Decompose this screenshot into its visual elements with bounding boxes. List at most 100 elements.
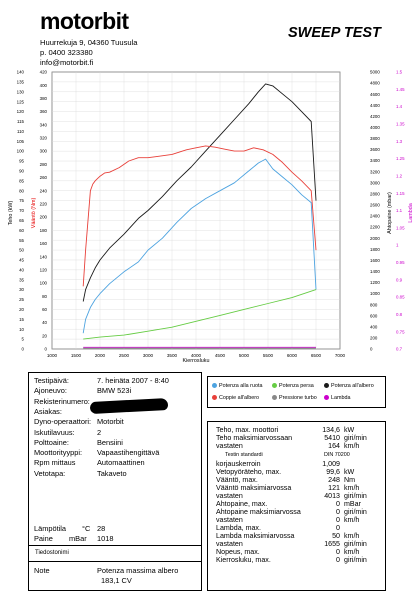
result-unit: km/h: [344, 548, 360, 556]
vaanto-tick-label: 40: [42, 320, 47, 325]
result-label: Lambda maksimiarvossa: [216, 532, 295, 540]
lambda-tick-label: 1.5: [396, 70, 403, 75]
temperature-unit: °C: [82, 524, 91, 533]
axis-label-vaanto: Vääntö (Nm): [31, 198, 37, 229]
result-value: 121: [328, 484, 340, 492]
lambda-tick-label: 1.3: [396, 139, 403, 144]
vaanto-tick-label: 420: [40, 70, 48, 75]
x-tick-label: 2000: [95, 353, 106, 358]
lambda-tick-label: 0.8: [396, 312, 403, 317]
email-line: info@motorbit.fi: [40, 58, 94, 67]
info-label: Ajoneuvo:: [34, 386, 67, 396]
result-label: Ahtopaine maksimiarvossa: [216, 508, 301, 516]
teho-tick-label: 75: [19, 198, 24, 203]
vaanto-tick-label: 320: [40, 136, 48, 141]
ahtopaine-tick-label: 3000: [370, 180, 380, 185]
lambda-tick-label: 1: [396, 243, 399, 248]
teho-tick-label: 55: [19, 238, 24, 243]
standard-label: Testin standardi: [225, 452, 263, 458]
result-label: Vääntö, max.: [216, 476, 258, 484]
axis-label-teho: Teho (kW): [8, 201, 14, 226]
vaanto-tick-label: 120: [40, 267, 48, 272]
result-value: 0: [336, 500, 340, 508]
x-tick-label: 5500: [263, 353, 274, 358]
pressure-label: Paine: [34, 534, 53, 543]
ahtopaine-tick-label: 400: [370, 324, 378, 329]
page-title: SWEEP TEST: [288, 25, 381, 41]
teho-tick-label: 135: [17, 79, 25, 84]
lambda-tick-label: 1.25: [396, 156, 405, 161]
phone-line: p. 0400 323380: [40, 48, 93, 57]
vaanto-tick-label: 340: [40, 122, 48, 127]
info-label: Moottorityyppi:: [34, 448, 83, 458]
legend-swatch: [324, 383, 329, 389]
info-label: Testipäivä:: [34, 376, 69, 385]
vaanto-tick-label: 280: [40, 162, 48, 167]
result-value: 134,6: [322, 426, 340, 434]
result-unit: km/h: [344, 532, 360, 540]
info-value: BMW 523i: [97, 386, 132, 396]
result-label: vastaten: [216, 492, 243, 500]
teho-tick-label: 15: [19, 317, 24, 322]
axis-label-x: Kierrosluku: [183, 358, 210, 364]
info-label: Rekisterinumero:: [34, 396, 90, 406]
result-value: 1,009: [322, 460, 340, 468]
result-unit: kW: [344, 426, 355, 434]
ahtopaine-tick-label: 2800: [370, 191, 380, 196]
lambda-tick-label: 1.35: [396, 122, 405, 127]
pressure-unit: mBar: [69, 534, 87, 543]
teho-tick-label: 115: [17, 119, 25, 124]
legend-item: Potenza persa: [272, 383, 314, 389]
teho-tick-label: 5: [22, 337, 25, 342]
teho-tick-label: 100: [17, 149, 25, 154]
legend-swatch: [324, 395, 329, 401]
x-tick-label: 2500: [119, 353, 130, 358]
result-unit: km/h: [344, 516, 360, 524]
vaanto-tick-label: 200: [40, 215, 48, 220]
teho-tick-label: 130: [17, 89, 25, 94]
vaanto-tick-label: 380: [40, 96, 48, 101]
teho-tick-label: 70: [19, 208, 24, 213]
vaanto-tick-label: 0: [45, 347, 48, 352]
result-unit: mBar: [344, 500, 361, 508]
result-label: korjauskerroin: [216, 460, 261, 468]
ahtopaine-tick-label: 4400: [370, 103, 380, 108]
vaanto-tick-label: 140: [40, 254, 48, 259]
results-box: Teho, max. moottori 134,6 kW Teho maksimia…: [207, 421, 386, 591]
series-line-coppie-all-albero: [82, 145, 317, 287]
note-label: Note: [34, 566, 50, 575]
info-value: 7. heinäta 2007 - 8:40: [97, 376, 169, 385]
legend-label: Lambda: [331, 395, 351, 401]
x-tick-label: 3000: [143, 353, 154, 358]
result-value: 0: [336, 524, 340, 532]
teho-tick-label: 85: [19, 178, 24, 183]
teho-tick-label: 80: [19, 188, 24, 193]
info-label: Dyno-operaattori:: [34, 417, 92, 427]
x-tick-label: 5000: [239, 353, 250, 358]
result-label: vastaten: [216, 442, 243, 450]
info-label: Vetotapa:: [34, 468, 66, 478]
legend-label: Potenza alla ruota: [219, 383, 263, 389]
axis-label-ahtopaine: Ahtopaine (mbar): [387, 192, 393, 234]
result-value: 164: [328, 442, 340, 450]
result-value: 5410: [324, 434, 340, 442]
vaanto-tick-label: 80: [42, 294, 47, 299]
result-unit: giri/min: [344, 556, 367, 564]
motorbit-logo: motorbit: [40, 8, 129, 34]
series-line-potenza-persa: [83, 289, 317, 340]
legend-swatch: [272, 383, 277, 389]
result-value: 50: [332, 532, 340, 540]
address-line: Huurrekuja 9, 04360 Tuusula: [40, 38, 138, 47]
result-value: 248: [328, 476, 340, 484]
lambda-tick-label: 0.85: [396, 295, 405, 300]
divider: [29, 545, 201, 546]
ahtopaine-tick-label: 3800: [370, 136, 380, 141]
legend-item: Potenza all'albero: [324, 383, 374, 389]
ahtopaine-tick-label: 3600: [370, 147, 380, 152]
vaanto-tick-label: 360: [40, 109, 48, 114]
ahtopaine-tick-label: 0: [370, 347, 373, 352]
result-unit: km/h: [344, 442, 360, 450]
lambda-tick-label: 1.2: [396, 173, 403, 178]
ahtopaine-tick-label: 1400: [370, 269, 380, 274]
result-value: 0: [336, 516, 340, 524]
